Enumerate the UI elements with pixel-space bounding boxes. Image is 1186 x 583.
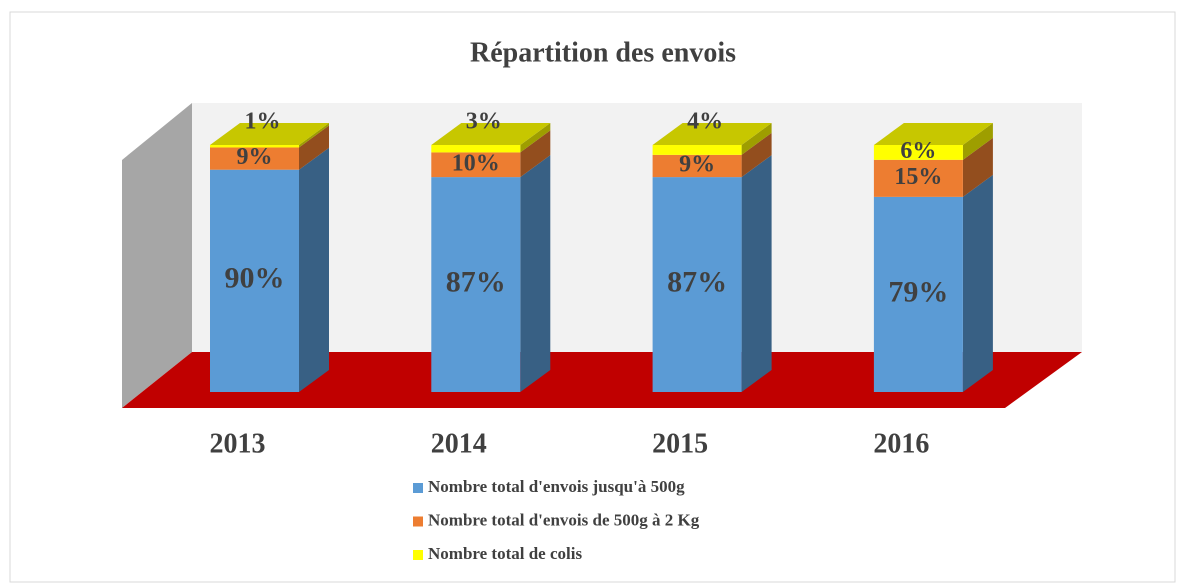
x-tick-label: 2016 (873, 428, 929, 459)
data-label: 9% (237, 144, 273, 170)
bar-segment (873, 159, 963, 197)
legend-label: Nombre total de colis (428, 544, 582, 563)
bar-segment (652, 177, 742, 392)
legend-swatch (413, 483, 423, 493)
bar-side (741, 132, 772, 178)
data-label: 87% (446, 265, 506, 298)
bar-top (873, 123, 993, 145)
legend-swatch (413, 516, 423, 527)
bar-segment (652, 145, 742, 155)
bar-segment (431, 177, 521, 392)
bar-top (431, 123, 551, 145)
bar-segment (873, 196, 963, 392)
data-label: 90% (225, 262, 285, 295)
data-label: 87% (667, 265, 727, 298)
bar-side (520, 130, 551, 178)
bar-side (962, 123, 993, 160)
data-label: 79% (888, 275, 948, 308)
bar-segment (431, 152, 521, 178)
bar-side (741, 123, 772, 155)
bar-top (210, 123, 329, 145)
data-label: 4% (687, 109, 723, 135)
bar-side (520, 123, 551, 153)
bar-segment (873, 145, 963, 160)
floor (122, 352, 1082, 408)
chart-title: Répartition des envois (470, 37, 736, 68)
data-label: 1% (245, 109, 281, 135)
bar-top (652, 123, 772, 145)
bar-side (962, 174, 993, 392)
bar-segment (210, 147, 299, 170)
data-label: 6% (900, 138, 936, 164)
bar-segment (652, 154, 742, 178)
bar-side (299, 125, 329, 170)
legend-label: Nombre total d'envois de 500g à 2 Kg (428, 510, 700, 529)
bar-side (520, 155, 551, 392)
data-label: 15% (894, 164, 942, 190)
back-wall (192, 103, 1082, 352)
bar-side (299, 147, 329, 392)
data-label: 10% (452, 150, 500, 176)
bar-side (962, 137, 993, 197)
bar-segment (431, 145, 521, 153)
x-tick-label: 2015 (652, 428, 708, 459)
bar-side (299, 123, 329, 148)
bar-segment (210, 145, 299, 148)
x-tick-label: 2013 (210, 428, 266, 459)
x-tick-label: 2014 (431, 428, 487, 459)
legend-swatch (413, 550, 423, 560)
bar-side (741, 155, 772, 392)
data-label: 3% (466, 109, 502, 135)
data-label: 9% (679, 151, 715, 177)
bar-segment (210, 169, 299, 392)
legend-label: Nombre total d'envois jusqu'à 500g (428, 477, 685, 496)
side-wall (122, 103, 192, 408)
